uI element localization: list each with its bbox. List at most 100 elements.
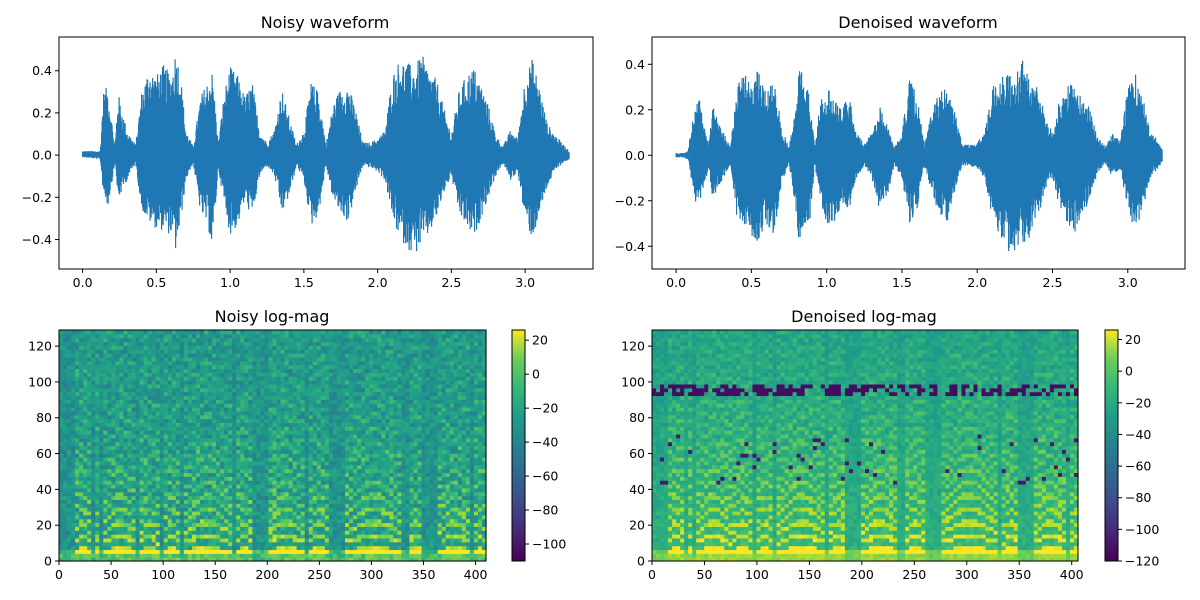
heatmap-cell bbox=[212, 387, 217, 393]
heatmap-cell bbox=[163, 353, 169, 358]
heatmap-cell bbox=[91, 418, 96, 423]
heatmap-cell bbox=[67, 407, 72, 412]
heatmap-cell bbox=[187, 418, 193, 423]
heatmap-cell bbox=[232, 430, 237, 435]
heatmap-cell bbox=[308, 387, 314, 393]
heatmap-cell bbox=[167, 495, 173, 500]
heatmap-cell bbox=[349, 399, 354, 404]
heatmap-cell bbox=[300, 399, 306, 404]
heatmap-cell bbox=[183, 364, 189, 370]
heatmap-cell bbox=[135, 391, 141, 397]
heatmap-cell bbox=[345, 518, 350, 524]
heatmap-cell bbox=[151, 341, 157, 346]
heatmap-cell bbox=[111, 403, 116, 408]
heatmap-cell bbox=[139, 464, 145, 470]
heatmap-cell bbox=[59, 345, 64, 350]
heatmap-cell bbox=[119, 353, 125, 358]
heatmap-cell bbox=[115, 345, 121, 350]
heatmap-cell bbox=[228, 495, 233, 500]
heatmap-cell bbox=[385, 441, 390, 447]
heatmap-cell bbox=[151, 468, 157, 474]
heatmap-cell bbox=[320, 522, 326, 527]
heatmap-cell bbox=[212, 441, 217, 447]
heatmap-cell bbox=[328, 449, 334, 454]
heatmap-cell bbox=[345, 553, 350, 558]
heatmap-cell bbox=[256, 345, 262, 350]
heatmap-cell bbox=[175, 510, 181, 516]
heatmap-cell bbox=[244, 445, 249, 450]
heatmap-cell bbox=[272, 403, 278, 408]
heatmap-cell bbox=[345, 453, 350, 458]
heatmap-cell bbox=[252, 383, 257, 389]
heatmap-cell bbox=[224, 549, 229, 554]
heatmap-cell bbox=[328, 534, 334, 539]
heatmap-cell bbox=[216, 387, 221, 393]
heatmap-cell bbox=[87, 368, 92, 373]
heatmap-cell bbox=[377, 526, 382, 531]
heatmap-cell bbox=[143, 541, 149, 547]
heatmap-cell bbox=[268, 545, 274, 551]
heatmap-cell bbox=[63, 526, 68, 531]
heatmap-cell bbox=[204, 449, 209, 454]
heatmap-cell bbox=[244, 330, 249, 335]
heatmap-cell bbox=[208, 472, 213, 477]
heatmap-cell bbox=[71, 445, 76, 450]
heatmap-cell bbox=[389, 507, 394, 512]
heatmap-cell bbox=[63, 437, 68, 443]
heatmap-cell bbox=[67, 330, 72, 335]
heatmap-cell bbox=[304, 410, 310, 416]
heatmap-cell bbox=[292, 399, 298, 404]
heatmap-cell bbox=[115, 330, 121, 335]
heatmap-cell bbox=[244, 460, 249, 466]
heatmap-cell bbox=[232, 368, 237, 373]
heatmap-cell bbox=[228, 553, 233, 558]
heatmap-cell bbox=[236, 364, 241, 370]
heatmap-cell bbox=[361, 457, 366, 462]
heatmap-cell bbox=[220, 368, 225, 373]
heatmap-cell bbox=[83, 341, 88, 346]
heatmap-cell bbox=[171, 449, 177, 454]
heatmap-cell bbox=[365, 522, 370, 527]
heatmap-cell bbox=[91, 476, 96, 481]
heatmap-cell bbox=[208, 491, 213, 497]
heatmap-cell bbox=[99, 437, 104, 443]
heatmap-cell bbox=[208, 414, 213, 420]
heatmap-cell bbox=[377, 433, 382, 439]
heatmap-cell bbox=[159, 387, 165, 393]
heatmap-cell bbox=[220, 441, 225, 447]
heatmap-cell bbox=[103, 464, 108, 470]
heatmap-cell bbox=[240, 549, 245, 554]
heatmap-cell bbox=[135, 407, 141, 412]
heatmap-cell bbox=[75, 553, 80, 558]
heatmap-cell bbox=[71, 491, 76, 497]
x-tick-label: 1.5 bbox=[892, 275, 912, 290]
heatmap-cell bbox=[71, 372, 76, 377]
heatmap-cell bbox=[216, 437, 221, 443]
heatmap-cell bbox=[381, 537, 386, 543]
heatmap-cell bbox=[361, 341, 366, 346]
heatmap-cell bbox=[252, 507, 257, 512]
heatmap-cell bbox=[131, 407, 137, 412]
heatmap-cell bbox=[304, 341, 310, 346]
heatmap-cell bbox=[340, 391, 346, 397]
heatmap-cell bbox=[171, 510, 177, 516]
heatmap-cell bbox=[115, 468, 121, 474]
heatmap-cell bbox=[87, 518, 92, 524]
heatmap-cell bbox=[236, 472, 241, 477]
heatmap-cell bbox=[155, 407, 161, 412]
heatmap-cell bbox=[75, 391, 80, 397]
heatmap-cell bbox=[187, 414, 193, 420]
heatmap-cell bbox=[159, 518, 165, 524]
heatmap-cell bbox=[252, 372, 257, 377]
heatmap-cell bbox=[179, 468, 185, 474]
heatmap-cell bbox=[151, 430, 157, 435]
heatmap-cell bbox=[224, 345, 229, 350]
heatmap-cell bbox=[280, 403, 286, 408]
heatmap-cell bbox=[312, 522, 318, 527]
heatmap-cell bbox=[304, 537, 310, 543]
heatmap-cell bbox=[135, 433, 141, 439]
heatmap-cell bbox=[353, 391, 358, 397]
heatmap-cell bbox=[236, 341, 241, 346]
heatmap-cell bbox=[256, 545, 262, 551]
heatmap-cell bbox=[220, 345, 225, 350]
